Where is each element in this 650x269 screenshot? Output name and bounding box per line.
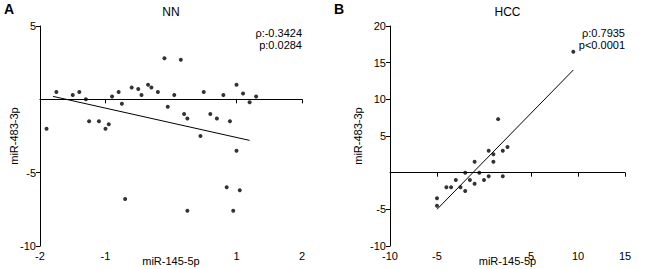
svg-text:miR-483-3p: miR-483-3p xyxy=(8,107,20,164)
svg-text:ρ:-0.3424: ρ:-0.3424 xyxy=(255,27,302,39)
svg-text:-10: -10 xyxy=(382,250,398,262)
svg-text:5: 5 xyxy=(380,130,386,142)
svg-text:15: 15 xyxy=(619,250,631,262)
svg-text:B: B xyxy=(334,1,344,17)
svg-text:5: 5 xyxy=(528,250,534,262)
svg-text:10: 10 xyxy=(374,93,386,105)
svg-text:15: 15 xyxy=(374,57,386,69)
svg-text:1: 1 xyxy=(233,250,239,262)
svg-text:-5: -5 xyxy=(376,203,386,215)
svg-text:2: 2 xyxy=(299,250,305,262)
svg-text:-10: -10 xyxy=(20,240,36,252)
svg-text:-5: -5 xyxy=(26,167,36,179)
svg-text:20: 20 xyxy=(374,20,386,32)
svg-text:miR-145-5p: miR-145-5p xyxy=(478,254,537,267)
svg-text:-2: -2 xyxy=(35,250,45,262)
svg-text:p<0.0001: p<0.0001 xyxy=(579,39,625,51)
svg-text:miR-145-5p: miR-145-5p xyxy=(142,255,199,267)
svg-text:p:0.0284: p:0.0284 xyxy=(259,39,302,51)
svg-text:-10: -10 xyxy=(370,240,386,252)
svg-text:miR-483-3p: miR-483-3p xyxy=(352,107,364,164)
svg-text:ρ:0.7935: ρ:0.7935 xyxy=(582,27,625,39)
svg-text:10: 10 xyxy=(572,250,584,262)
svg-text:NN: NN xyxy=(162,5,179,19)
svg-text:A: A xyxy=(4,1,14,17)
svg-text:-5: -5 xyxy=(432,250,442,262)
svg-text:-1: -1 xyxy=(101,250,111,262)
svg-text:HCC: HCC xyxy=(495,5,521,19)
svg-text:5: 5 xyxy=(30,20,36,32)
